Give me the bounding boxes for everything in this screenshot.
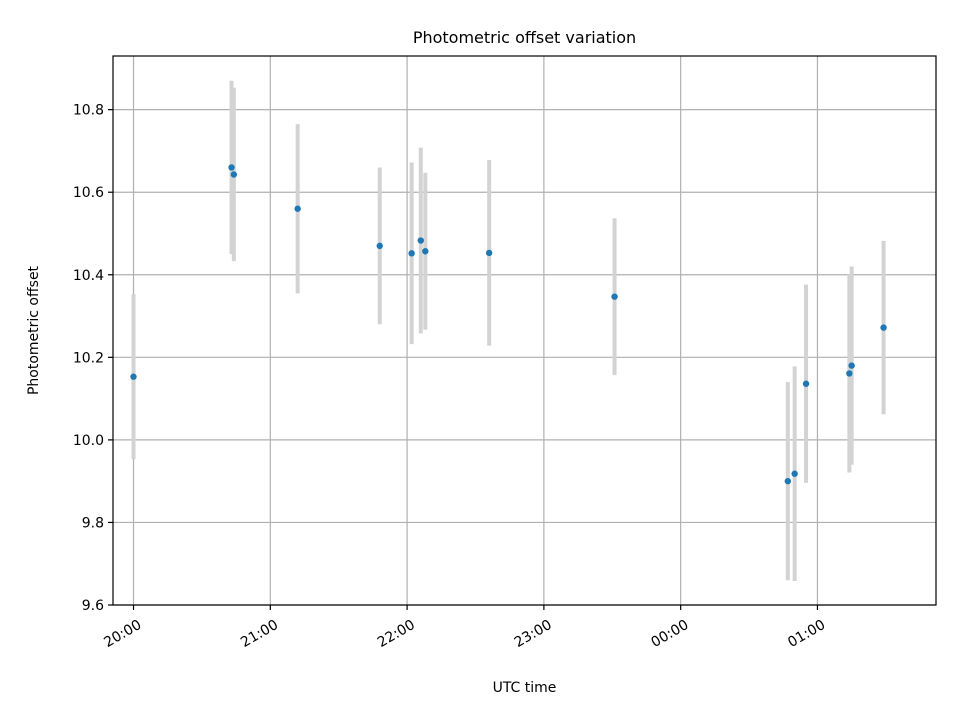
x-tick-label: 21:00 bbox=[238, 617, 281, 651]
data-point bbox=[294, 205, 301, 212]
data-point bbox=[408, 250, 415, 257]
data-point bbox=[791, 470, 798, 477]
x-axis-label: UTC time bbox=[493, 680, 557, 696]
y-tick-label: 9.8 bbox=[82, 515, 104, 531]
data-point bbox=[848, 362, 855, 369]
data-point bbox=[130, 373, 137, 380]
data-point bbox=[230, 171, 238, 178]
tick-layer: 20:00 21:00 22:00 23:00 00:00 01:00 9.6 9.8 10.0… bbox=[73, 103, 828, 651]
y-tick-label: 9.6 bbox=[82, 598, 104, 614]
y-tick-label: 10.6 bbox=[73, 185, 104, 201]
point-layer bbox=[130, 164, 887, 485]
data-point bbox=[422, 248, 429, 255]
x-tick-label: 00:00 bbox=[649, 617, 692, 651]
data-point bbox=[846, 370, 853, 377]
data-point bbox=[376, 242, 383, 250]
plot-frame bbox=[112, 55, 937, 606]
data-point bbox=[611, 293, 618, 300]
y-tick-label: 10.0 bbox=[73, 433, 104, 449]
x-tick-label: 01:00 bbox=[785, 617, 828, 651]
data-point bbox=[417, 237, 424, 244]
y-axis-label: Photometric offset bbox=[26, 265, 42, 395]
data-point bbox=[485, 249, 493, 257]
grid-layer bbox=[113, 56, 936, 606]
errorbar-layer bbox=[131, 80, 886, 582]
y-tick-label: 10.4 bbox=[73, 268, 104, 284]
y-tick-label: 10.8 bbox=[73, 103, 104, 119]
data-point bbox=[784, 477, 792, 485]
data-point bbox=[802, 380, 810, 387]
x-tick-label: 23:00 bbox=[512, 617, 555, 651]
x-tick-label: 20:00 bbox=[101, 617, 144, 651]
data-point bbox=[228, 164, 235, 171]
y-tick-label: 10.2 bbox=[73, 350, 104, 366]
chart-title: Photometric offset variation bbox=[413, 28, 636, 47]
x-tick-label: 22:00 bbox=[375, 617, 418, 651]
data-point bbox=[880, 324, 887, 331]
